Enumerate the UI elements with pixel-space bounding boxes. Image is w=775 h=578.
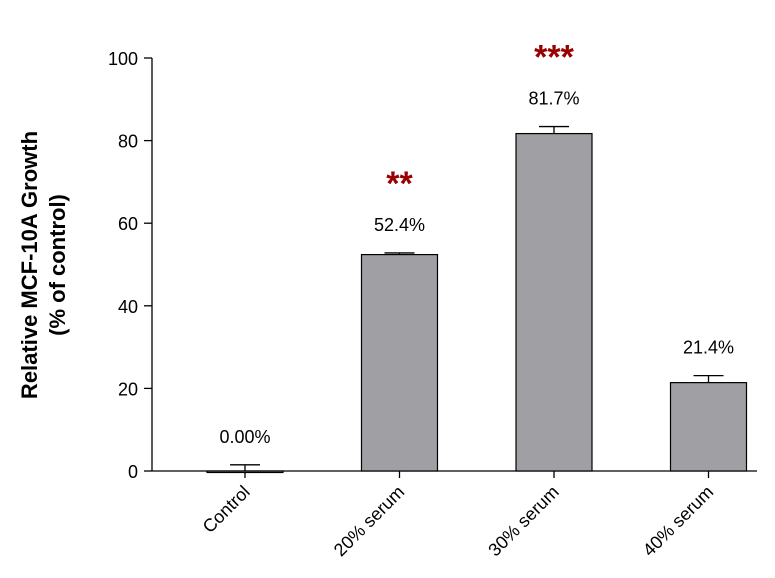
x-tick-label: 20% serum [330,482,409,561]
significance-marker: *** [534,39,574,77]
value-label: 52.4% [374,215,425,235]
x-tick-label: 30% serum [484,482,563,561]
value-label: 81.7% [528,89,579,109]
x-tick-label: Control [199,482,254,537]
y-axis-label: Relative MCF-10A Growth (% of control) [17,131,70,399]
error-bar [693,374,724,383]
error-bar [539,125,569,134]
value-label: 0.00% [219,427,270,447]
y-axis-label-line: (% of control) [45,194,70,336]
y-tick-label: 0 [128,462,138,482]
significance-marker: ** [386,165,413,203]
bar [360,253,439,472]
error-bar [230,464,260,471]
y-tick-label: 80 [118,132,138,152]
y-tick-label: 60 [118,214,138,234]
bar [206,470,284,474]
y-axis-label-line: Relative MCF-10A Growth [17,131,42,399]
error-bar [384,252,415,255]
y-tick-label: 100 [108,49,138,69]
y-tick-label: 40 [118,297,138,317]
x-tick-label: 40% serum [639,482,718,561]
bar [669,382,748,472]
bar [515,132,593,472]
value-label: 21.4% [683,338,734,358]
y-tick-label: 20 [118,379,138,399]
